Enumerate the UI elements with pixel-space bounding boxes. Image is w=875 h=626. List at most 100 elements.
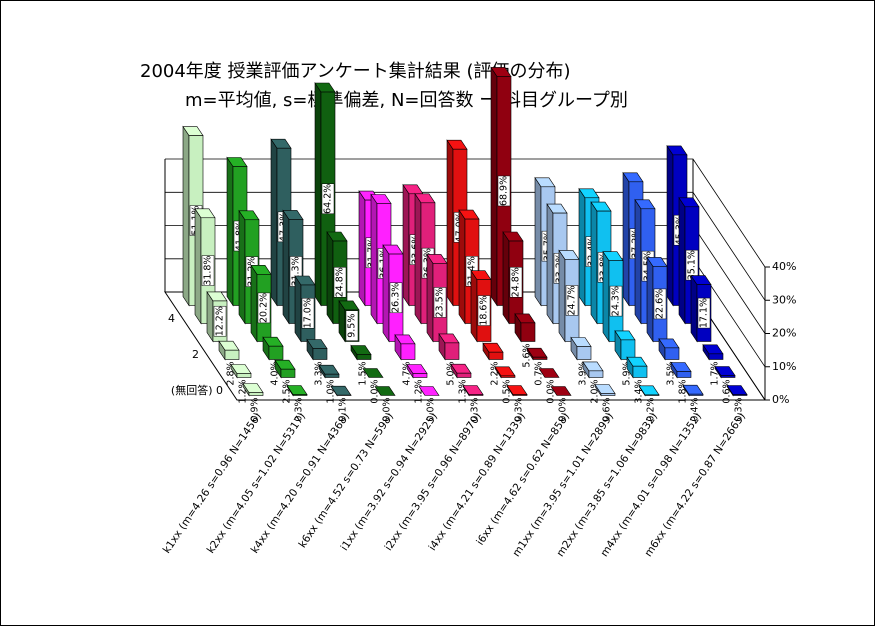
bar xyxy=(526,347,548,361)
bar-side xyxy=(370,193,378,325)
bar xyxy=(218,340,240,361)
grid-line xyxy=(165,158,766,268)
bar xyxy=(306,338,328,361)
bar-side xyxy=(602,250,610,343)
bar-side xyxy=(490,66,498,307)
bar-front xyxy=(456,372,472,378)
value-label: 0.2% xyxy=(646,397,657,421)
bar-front xyxy=(708,353,724,360)
value-label-text: 17.1% xyxy=(699,298,710,328)
value-label: 1.2% xyxy=(414,379,425,403)
y-tick-label: 20% xyxy=(772,327,796,340)
bar xyxy=(614,329,636,361)
bar-side xyxy=(314,82,322,307)
bar-front xyxy=(576,346,592,360)
value-label-text: 0.3% xyxy=(470,397,481,421)
value-label-text: 35.1% xyxy=(687,250,698,280)
bar-front xyxy=(312,348,328,360)
bar-side xyxy=(666,144,674,307)
bar xyxy=(286,384,308,397)
bar-front xyxy=(280,368,296,378)
bar-side xyxy=(326,231,334,325)
value-label: 2.8% xyxy=(226,361,237,385)
bar xyxy=(726,384,748,397)
value-label: 5.9% xyxy=(622,361,633,385)
bar-front xyxy=(532,356,548,360)
value-label-text: 3.3% xyxy=(314,361,325,385)
bar-front xyxy=(356,354,372,360)
value-label-box xyxy=(389,282,403,314)
value-label: 24.8% xyxy=(509,267,523,298)
value-label-text: 0.9% xyxy=(250,397,261,421)
bar xyxy=(362,368,384,378)
value-label-box xyxy=(697,297,711,329)
series-label: (無回答) 0 xyxy=(171,383,223,397)
value-label-text: 31.8% xyxy=(203,256,214,286)
value-label-text: 64.2% xyxy=(323,184,334,214)
value-label: 3.4% xyxy=(634,379,645,403)
value-label: 0.7% xyxy=(534,361,545,385)
value-label-box xyxy=(345,310,359,341)
bar-front xyxy=(248,392,264,396)
value-label-text: 5.6% xyxy=(522,343,533,367)
bar-side xyxy=(414,192,422,325)
value-label-box xyxy=(609,285,623,317)
bar-side xyxy=(294,275,302,343)
y-tick-label: 40% xyxy=(772,260,796,273)
chart-title: 2004年度 授業評価アンケート集計結果 (評価の分布) xyxy=(140,61,571,82)
bar-front xyxy=(720,375,736,378)
value-label: 23.5% xyxy=(433,287,447,318)
value-label: 31.8% xyxy=(201,255,215,286)
bar-side xyxy=(646,256,654,343)
bar xyxy=(494,365,516,379)
value-label: 0.5% xyxy=(502,379,513,403)
value-label: 1.2% xyxy=(238,379,249,403)
value-label: 26.3% xyxy=(389,282,403,314)
value-label: 1.7% xyxy=(710,361,721,385)
bar xyxy=(602,250,624,343)
bar-top xyxy=(418,386,440,396)
value-label: 24.3% xyxy=(609,285,623,317)
value-label: 68.9% xyxy=(497,175,511,207)
value-label-text: 9.5% xyxy=(347,314,358,338)
bar xyxy=(670,361,692,379)
bar-front xyxy=(324,373,340,378)
value-label-text: 18.6% xyxy=(479,295,490,325)
value-label: 4.0% xyxy=(270,361,281,385)
bar-front xyxy=(732,394,748,396)
bar-side xyxy=(458,209,466,325)
value-label-text: 1.7% xyxy=(710,361,721,385)
value-label-text: 0.3% xyxy=(294,397,305,421)
series-label: 4 xyxy=(168,312,175,325)
value-label-text: 0.1% xyxy=(338,397,349,421)
bar-front xyxy=(412,373,428,378)
bar-top xyxy=(374,386,396,396)
bar xyxy=(594,383,616,397)
value-label: 0.6% xyxy=(602,397,613,421)
bar xyxy=(482,342,504,361)
bar-top xyxy=(538,368,560,378)
bar xyxy=(374,386,396,396)
value-label: 24.7% xyxy=(565,285,579,316)
value-label-text: 5.9% xyxy=(622,361,633,385)
value-label: 1.0% xyxy=(326,379,337,403)
value-label-box xyxy=(301,297,315,329)
bar xyxy=(282,209,304,325)
value-label: 2.2% xyxy=(490,361,501,385)
value-label-text: 2.5% xyxy=(282,379,293,403)
value-label: 3.3% xyxy=(314,361,325,385)
bar-front xyxy=(488,351,504,360)
bar xyxy=(242,382,264,397)
bar xyxy=(570,336,592,361)
bar-front xyxy=(268,345,284,360)
bar-side xyxy=(270,138,278,307)
bar-front xyxy=(224,349,240,360)
value-label-text: 1.3% xyxy=(458,379,469,403)
value-label: 0.3% xyxy=(470,397,481,421)
value-label: 0.0% xyxy=(382,397,393,421)
bar xyxy=(330,385,352,397)
bar-front xyxy=(676,371,692,378)
bar-side xyxy=(622,171,630,307)
value-label-text: 0.0% xyxy=(546,379,557,403)
